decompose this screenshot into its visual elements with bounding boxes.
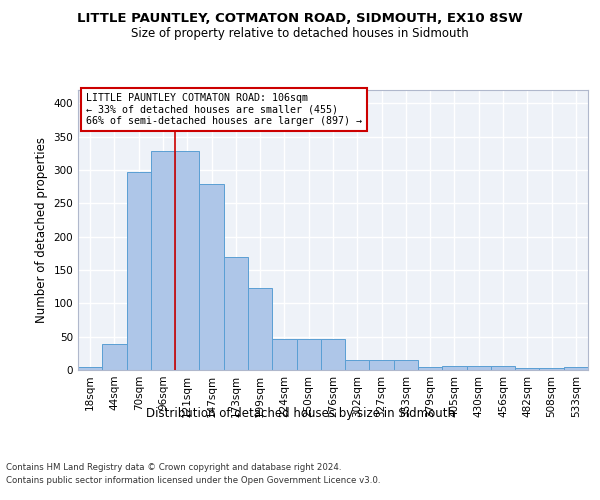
Text: LITTLE PAUNTLEY COTMATON ROAD: 106sqm
← 33% of detached houses are smaller (455): LITTLE PAUNTLEY COTMATON ROAD: 106sqm ← … <box>86 93 362 126</box>
Y-axis label: Number of detached properties: Number of detached properties <box>35 137 48 323</box>
Bar <box>345 360 370 370</box>
Bar <box>564 368 588 370</box>
Bar <box>102 344 127 370</box>
Text: Contains public sector information licensed under the Open Government Licence v3: Contains public sector information licen… <box>6 476 380 485</box>
Bar <box>151 152 175 370</box>
Bar <box>224 258 248 370</box>
Bar <box>321 340 345 370</box>
Bar <box>442 366 467 370</box>
Bar <box>467 366 491 370</box>
Text: Size of property relative to detached houses in Sidmouth: Size of property relative to detached ho… <box>131 28 469 40</box>
Bar <box>199 184 224 370</box>
Bar <box>272 340 296 370</box>
Text: Distribution of detached houses by size in Sidmouth: Distribution of detached houses by size … <box>146 408 455 420</box>
Text: LITTLE PAUNTLEY, COTMATON ROAD, SIDMOUTH, EX10 8SW: LITTLE PAUNTLEY, COTMATON ROAD, SIDMOUTH… <box>77 12 523 26</box>
Bar <box>418 366 442 370</box>
Bar <box>394 360 418 370</box>
Bar <box>248 288 272 370</box>
Bar <box>515 368 539 370</box>
Bar <box>175 152 199 370</box>
Bar <box>491 366 515 370</box>
Bar <box>78 368 102 370</box>
Bar <box>539 368 564 370</box>
Bar <box>296 340 321 370</box>
Text: Contains HM Land Registry data © Crown copyright and database right 2024.: Contains HM Land Registry data © Crown c… <box>6 462 341 471</box>
Bar <box>370 360 394 370</box>
Bar <box>127 172 151 370</box>
